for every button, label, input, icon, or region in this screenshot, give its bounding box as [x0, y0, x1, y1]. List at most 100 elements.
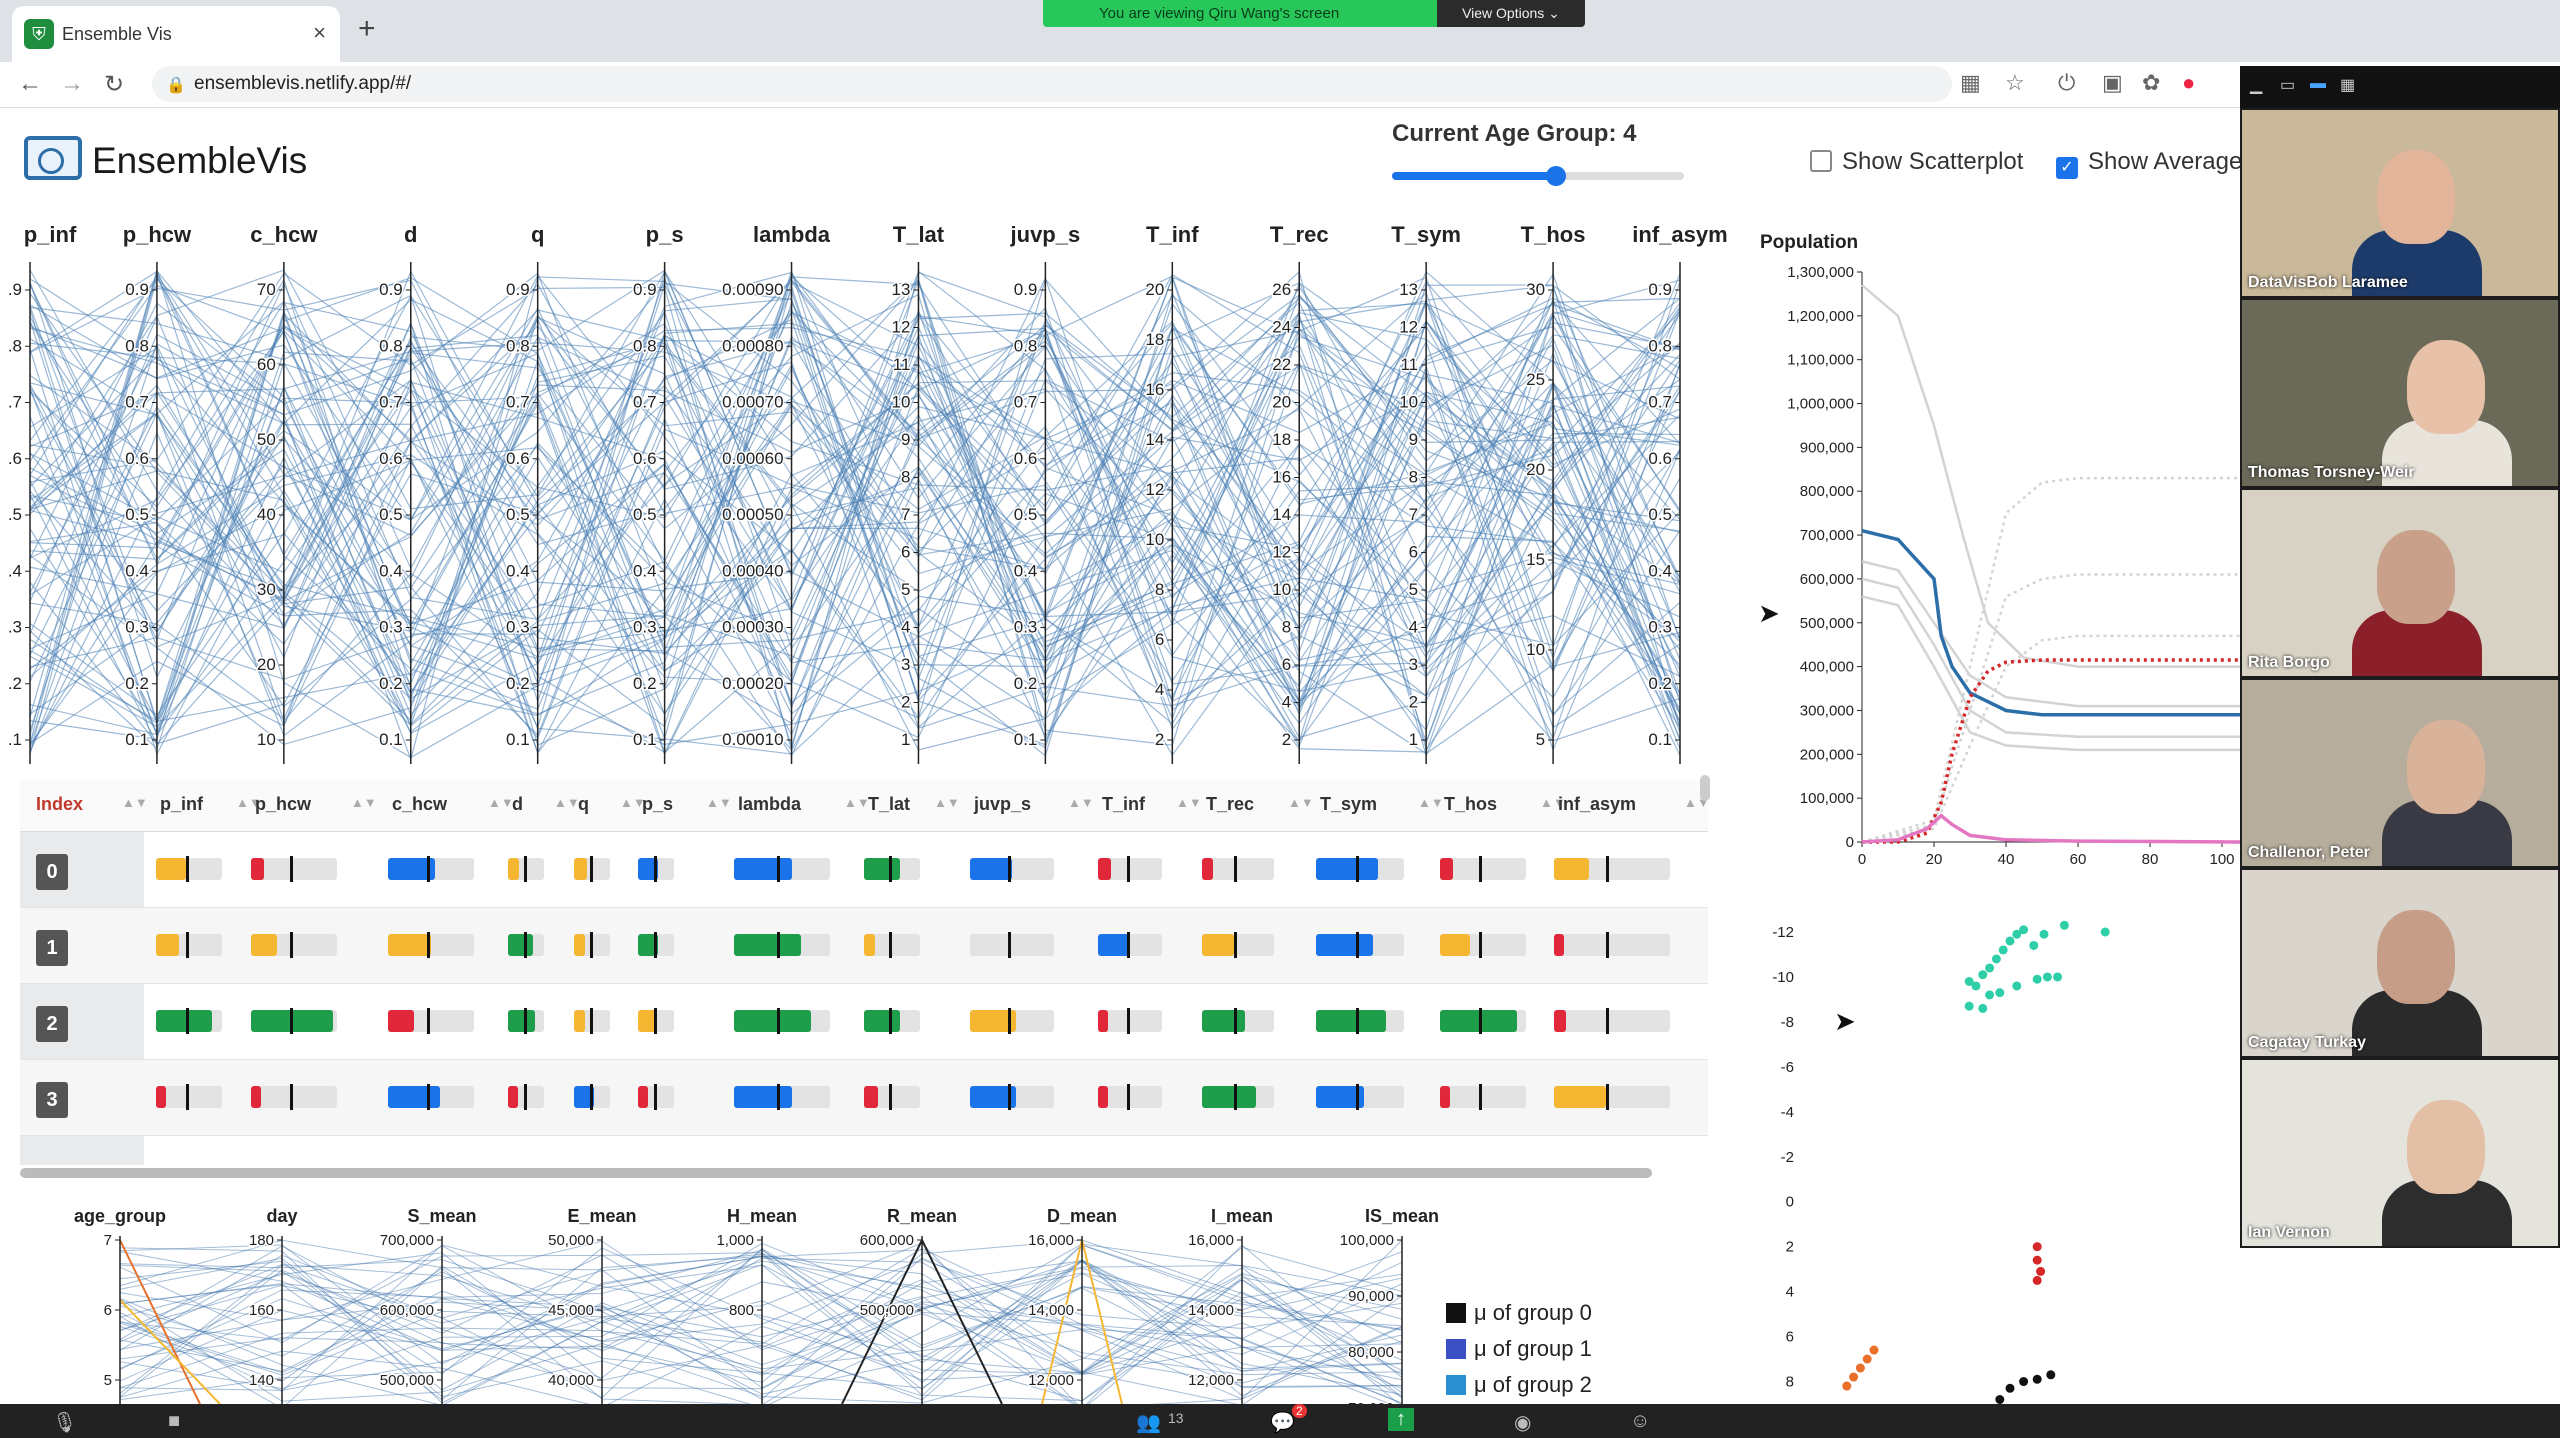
axis-label-p_s[interactable]: p_s [645, 222, 684, 247]
forward-icon[interactable]: → [60, 70, 84, 97]
sort-icon[interactable]: ▲▼ [1540, 795, 1566, 810]
axis-label-T_lat[interactable]: T_lat [892, 222, 945, 247]
table-row[interactable]: 2 [20, 984, 1708, 1060]
vertical-scrollbar[interactable] [1700, 775, 1710, 801]
show-scatterplot-checkbox[interactable]: Show Scatterplot [1810, 148, 2023, 176]
table-row[interactable]: 0 [20, 832, 1708, 908]
column-header-p_inf[interactable]: p_inf [160, 794, 203, 814]
qr-icon[interactable]: ▦ [1960, 70, 1981, 95]
speaker-view-icon[interactable]: ▬ [2310, 75, 2326, 92]
column-header-T_sym[interactable]: T_sym [1320, 794, 1378, 814]
axis-label-age_group[interactable]: age_group [73, 1206, 167, 1226]
checkbox-box[interactable] [1810, 150, 1832, 172]
axis-label-T_sym[interactable]: T_sym [1391, 222, 1461, 247]
url-field[interactable]: ensemblevis.netlify.app/#/ [152, 66, 1952, 102]
sort-icon[interactable]: ▲▼ [1418, 795, 1444, 810]
axis-label-I_mean[interactable]: I_mean [1210, 1206, 1274, 1226]
axis-label-D_mean[interactable]: D_mean [1046, 1206, 1118, 1226]
participant-tile[interactable]: Rita Borgo [2242, 490, 2558, 676]
reload-icon[interactable]: ↻ [104, 71, 125, 98]
sort-icon[interactable]: ▲▼ [1068, 795, 1094, 810]
output-parallel-coordinates[interactable]: 7 6 5 180 160 140 700,000 600,000 500,000 50,000 4… [0, 1230, 1440, 1404]
sort-icon[interactable]: ▲▼ [488, 795, 514, 810]
power-icon[interactable]: ⏻ [2058, 70, 2076, 95]
record-icon[interactable]: ◉ [1514, 1412, 1532, 1434]
extension-icon[interactable]: ✿ [2142, 70, 2161, 95]
extension-icon[interactable]: ● [2182, 70, 2196, 95]
column-header-p_s[interactable]: p_s [642, 794, 674, 814]
column-header-T_lat[interactable]: T_lat [868, 794, 911, 814]
reactions-icon[interactable]: ☺ [1630, 1410, 1651, 1432]
participant-tile[interactable]: DataVisBob Laramee [2242, 110, 2558, 296]
participant-tile[interactable]: Cagatay Turkay [2242, 870, 2558, 1056]
table-row[interactable]: 3 [20, 1060, 1708, 1136]
share-screen-icon[interactable]: ↑ [1388, 1408, 1414, 1431]
column-header-T_rec[interactable]: T_rec [1206, 794, 1255, 814]
axis-label-inf_asym[interactable]: inf_asym [1632, 222, 1728, 247]
axis-label-lambda[interactable]: lambda [753, 222, 831, 247]
axis-label-R_mean[interactable]: R_mean [886, 1206, 958, 1226]
axis-label-T_hos[interactable]: T_hos [1520, 222, 1586, 247]
axis-label-day[interactable]: day [266, 1206, 298, 1226]
axis-label-d[interactable]: d [404, 222, 418, 247]
horizontal-scrollbar[interactable] [20, 1168, 1652, 1178]
checkbox-box-checked[interactable]: ✓ [2056, 157, 2078, 179]
age-group-slider[interactable] [1392, 166, 1684, 186]
column-header-c_hcw[interactable]: c_hcw [392, 794, 448, 814]
axis-label-p_hcw[interactable]: p_hcw [122, 222, 192, 247]
column-header-q[interactable]: q [578, 794, 589, 814]
axis-label-E_mean[interactable]: E_mean [567, 1206, 637, 1226]
sort-icon[interactable]: ▲▼ [934, 795, 960, 810]
sort-icon[interactable]: ▲▼ [844, 795, 870, 810]
browser-tab[interactable]: ⛨ Ensemble Vis × [12, 6, 340, 62]
sort-icon[interactable]: ▲▼ [620, 795, 646, 810]
axis-label-juvp_s[interactable]: juvp_s [1010, 222, 1081, 247]
sort-icon[interactable]: ▲▼ [1176, 795, 1202, 810]
new-tab-icon[interactable]: + [358, 12, 376, 45]
show-average-checkbox[interactable]: ✓ Show Average [2056, 148, 2242, 179]
sort-icon[interactable]: ▲▼ [351, 795, 377, 810]
legend-item[interactable]: μ of group 2 [1446, 1370, 1592, 1406]
column-header-p_hcw[interactable]: p_hcw [255, 794, 312, 814]
axis-label-S_mean[interactable]: S_mean [407, 1206, 477, 1226]
axis-label-H_mean[interactable]: H_mean [726, 1206, 798, 1226]
participant-tile[interactable]: Thomas Torsney-Weir [2242, 300, 2558, 486]
axis-label-T_rec[interactable]: T_rec [1269, 222, 1329, 247]
axis-label-p_inf[interactable]: p_inf [23, 222, 77, 247]
legend-item[interactable]: μ of group 0 [1446, 1298, 1592, 1334]
legend-item[interactable]: μ of group 1 [1446, 1334, 1592, 1370]
sort-icon[interactable]: ▲▼ [554, 795, 580, 810]
column-header-inf_asym[interactable]: inf_asym [1558, 794, 1637, 814]
sort-icon[interactable]: ▲▼ [122, 795, 148, 810]
window-icon[interactable]: ▭ [2280, 77, 2296, 94]
index-header[interactable]: Index [36, 794, 84, 814]
table-row[interactable]: 1 [20, 908, 1708, 984]
participants-icon[interactable]: 👥 [1136, 1412, 1161, 1434]
column-header-d[interactable]: d [512, 794, 523, 814]
axis-label-T_inf[interactable]: T_inf [1146, 222, 1199, 247]
extension-icon[interactable]: ▣ [2102, 70, 2123, 95]
sort-icon[interactable]: ▲▼ [236, 795, 262, 810]
column-header-lambda[interactable]: lambda [738, 794, 802, 814]
column-header-T_hos[interactable]: T_hos [1444, 794, 1498, 814]
parameter-parallel-coordinates[interactable]: .9.8.7.6.5.4.3.2.10.90.80.70.60.50.40.30… [0, 250, 1720, 770]
column-header-T_inf[interactable]: T_inf [1102, 794, 1145, 814]
sort-icon[interactable]: ▲▼ [706, 795, 732, 810]
axis-label-c_hcw[interactable]: c_hcw [250, 222, 318, 247]
slider-knob[interactable] [1546, 166, 1566, 186]
back-icon[interactable]: ← [18, 70, 42, 97]
participant-tile[interactable]: Ian Vernon [2242, 1060, 2558, 1246]
microphone-icon[interactable]: 🎙 [52, 1412, 78, 1434]
camera-icon[interactable]: ■ [168, 1410, 181, 1432]
axis-label-IS_mean[interactable]: IS_mean [1364, 1206, 1440, 1226]
gallery-view-icon[interactable]: ▦ [2340, 77, 2356, 94]
column-header-juvp_s[interactable]: juvp_s [974, 794, 1032, 814]
axis-label-q[interactable]: q [530, 222, 545, 247]
star-icon[interactable]: ☆ [2005, 70, 2025, 95]
participant-tile[interactable]: Challenor, Peter [2242, 680, 2558, 866]
minimize-icon[interactable]: ▁ [2250, 77, 2263, 94]
chat-icon[interactable]: 💬 [1270, 1412, 1295, 1434]
sort-icon[interactable]: ▲▼ [1288, 795, 1314, 810]
view-options-button[interactable]: View Options ⌄ [1437, 0, 1585, 27]
close-icon[interactable]: × [313, 20, 326, 45]
